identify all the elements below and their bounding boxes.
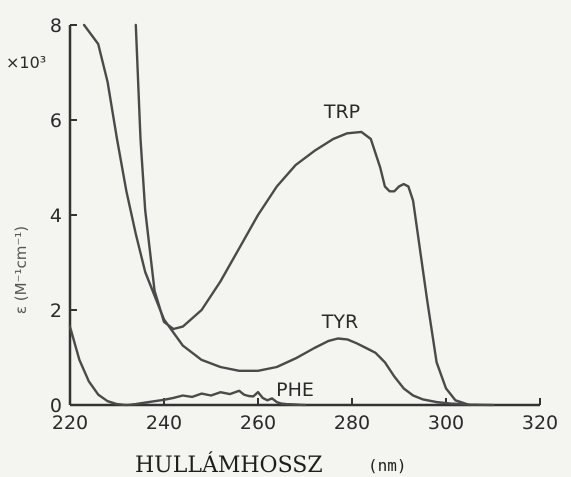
x-axis-unit: (nm) bbox=[368, 456, 407, 475]
y-tick-label: 8 bbox=[50, 15, 62, 37]
x-tick-label: 220 bbox=[52, 412, 88, 434]
series-line-phe bbox=[68, 325, 307, 407]
plot-area bbox=[68, 25, 540, 407]
series-lines bbox=[68, 23, 495, 407]
x-tick-label: 280 bbox=[334, 412, 370, 434]
series-line-trp bbox=[134, 23, 471, 407]
x-tick-label: 300 bbox=[428, 412, 464, 434]
tick-group: 220 240 260 280 300 320 0 2 4 6 8 bbox=[50, 15, 558, 434]
series-labels: TRP TYR PHE bbox=[276, 101, 360, 401]
x-tick-label: 260 bbox=[240, 412, 276, 434]
x-axis-label: HULLÁMHOSSZ bbox=[135, 451, 323, 477]
y-tick-label: 6 bbox=[50, 110, 62, 132]
series-label-tyr: TYR bbox=[321, 311, 358, 333]
x-tick-label: 240 bbox=[146, 412, 182, 434]
x-tick-label: 320 bbox=[522, 412, 558, 434]
y-multiplier-label: ×10³ bbox=[6, 53, 46, 72]
series-line-tyr bbox=[82, 23, 495, 407]
series-label-phe: PHE bbox=[276, 379, 314, 401]
y-tick-label: 0 bbox=[50, 395, 62, 417]
series-label-trp: TRP bbox=[323, 101, 360, 123]
y-tick-label: 2 bbox=[50, 300, 62, 322]
y-axis-label: ε (M⁻¹cm⁻¹) bbox=[12, 226, 30, 314]
y-tick-label: 4 bbox=[50, 205, 62, 227]
